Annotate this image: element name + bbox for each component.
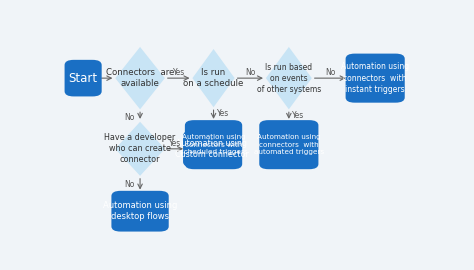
Text: Yes: Yes <box>217 109 229 118</box>
Text: Yes: Yes <box>169 139 182 148</box>
Polygon shape <box>192 49 235 107</box>
Text: No: No <box>124 113 134 122</box>
Text: Have a developer
who can create
connector: Have a developer who can create connecto… <box>104 133 176 164</box>
Text: Connectors  are
available: Connectors are available <box>106 68 174 88</box>
FancyBboxPatch shape <box>64 60 102 96</box>
Text: Yes: Yes <box>292 111 304 120</box>
Text: Automation using
connectors  with
automated triggers: Automation using connectors with automat… <box>254 134 324 156</box>
Text: Is run based
on events
of other systems: Is run based on events of other systems <box>257 63 321 94</box>
Text: Automation using
desktop flows: Automation using desktop flows <box>103 201 177 221</box>
FancyBboxPatch shape <box>111 191 169 232</box>
Text: No: No <box>325 68 336 77</box>
FancyBboxPatch shape <box>259 120 319 169</box>
Text: No: No <box>124 180 134 189</box>
FancyBboxPatch shape <box>346 54 405 103</box>
Text: Automation using
connectors with
scheduled triggers: Automation using connectors with schedul… <box>180 134 247 156</box>
Text: Automation using
Custom connector: Automation using Custom connector <box>175 139 249 159</box>
Text: Start: Start <box>69 72 98 85</box>
Text: Yes: Yes <box>173 68 185 77</box>
Polygon shape <box>115 122 165 176</box>
Text: Automation using
connectors  with
instant triggers: Automation using connectors with instant… <box>341 62 409 94</box>
FancyBboxPatch shape <box>185 120 242 169</box>
Polygon shape <box>115 47 165 109</box>
Text: Is run
on a schedule: Is run on a schedule <box>183 68 244 88</box>
FancyBboxPatch shape <box>183 130 240 167</box>
Text: No: No <box>245 68 255 77</box>
Polygon shape <box>266 47 312 109</box>
